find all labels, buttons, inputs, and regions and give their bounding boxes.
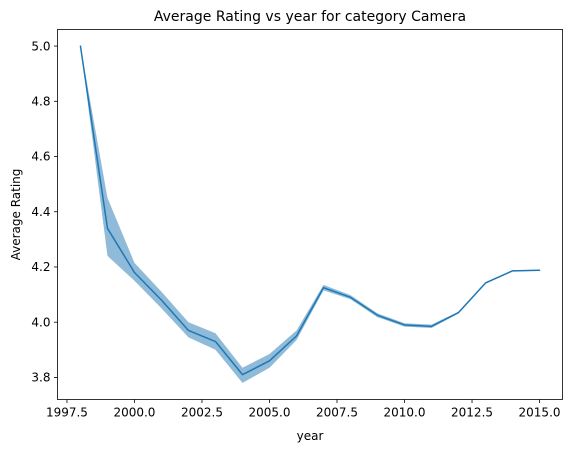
- axes-frame: [57, 29, 563, 400]
- y-tick-label: 4.4: [31, 205, 50, 219]
- x-axis-label: year: [297, 429, 324, 443]
- x-axis: 1997.5 2000.0 2002.5 2005.0 2007.5 2010.0 2012…: [46, 399, 561, 420]
- series-line-0: [79, 45, 541, 376]
- y-tick-label: 3.8: [31, 371, 50, 385]
- chart-title: Average Rating vs year for category Came…: [154, 9, 466, 25]
- plot-area: [79, 45, 541, 383]
- x-tick-label: 2000.0: [113, 406, 155, 420]
- confidence-band-0: [80, 46, 540, 383]
- x-tick-label: 2012.5: [451, 406, 493, 420]
- x-tick-label: 2002.5: [181, 406, 223, 420]
- y-tick-label: 4.8: [31, 94, 50, 108]
- x-tick-label: 2010.0: [384, 406, 426, 420]
- y-tick-label: 4.2: [31, 260, 50, 274]
- x-tick-label: 2007.5: [316, 406, 358, 420]
- y-axis: 3.8 4.0 4.2 4.4 4.6 4.8 5.0: [31, 39, 58, 385]
- x-tick-label: 2015.0: [519, 406, 561, 420]
- x-tick-label: 1997.5: [46, 406, 88, 420]
- y-tick-label: 4.0: [31, 315, 50, 329]
- y-tick-label: 5.0: [31, 39, 50, 53]
- y-axis-label: Average Rating: [9, 169, 23, 261]
- y-tick-label: 4.6: [31, 150, 50, 164]
- x-tick-label: 2005.0: [248, 406, 290, 420]
